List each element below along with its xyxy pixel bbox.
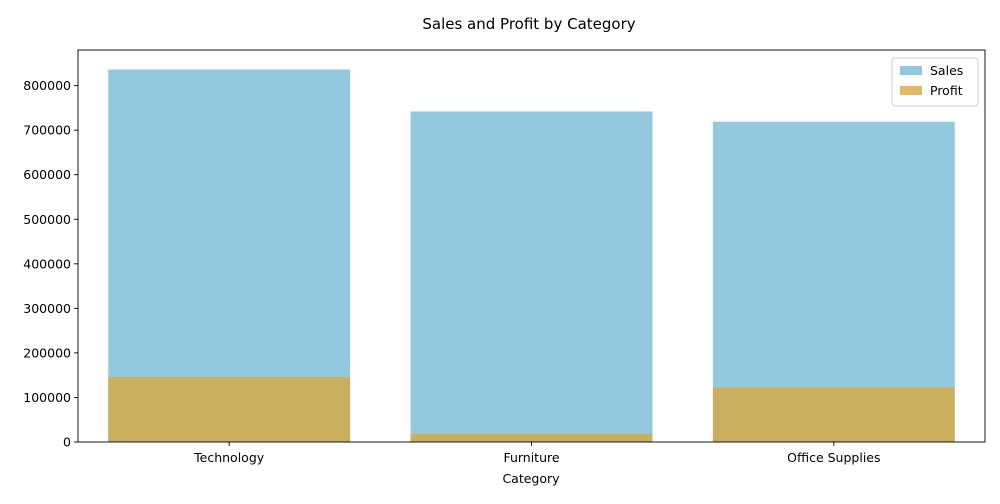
bar-profit-3 [712, 387, 955, 442]
y-tick-label: 700000 [23, 123, 71, 138]
y-tick-label: 200000 [23, 345, 71, 360]
y-tick-label: 600000 [23, 167, 71, 182]
x-tick-label: Office Supplies [787, 450, 880, 465]
y-tick-label: 800000 [23, 78, 71, 93]
plot-area [77, 49, 986, 443]
bar-profit-1 [108, 377, 351, 442]
y-tick-label: 500000 [23, 212, 71, 227]
y-tick-label: 400000 [23, 256, 71, 271]
legend-label-sales: Sales [930, 63, 963, 78]
y-tick-label: 100000 [23, 390, 71, 405]
y-axis: 0 100000 200000 300000 400000 500000 600000 700… [23, 78, 78, 450]
x-tick-label: Technology [193, 450, 265, 465]
legend-label-profit: Profit [930, 83, 963, 98]
y-tick-label: 0 [63, 435, 71, 450]
bar-profit-2 [410, 433, 653, 442]
legend-swatch-sales [900, 66, 922, 75]
x-axis-label: Category [502, 471, 560, 486]
x-axis: Technology Furniture Office Supplies [193, 442, 881, 465]
bar-sales-2 [410, 111, 653, 442]
x-tick-label: Furniture [503, 450, 559, 465]
chart-title: Sales and Profit by Category [422, 15, 635, 33]
legend: Sales Profit [891, 57, 979, 107]
y-tick-label: 300000 [23, 301, 71, 316]
legend-swatch-profit [900, 86, 922, 95]
